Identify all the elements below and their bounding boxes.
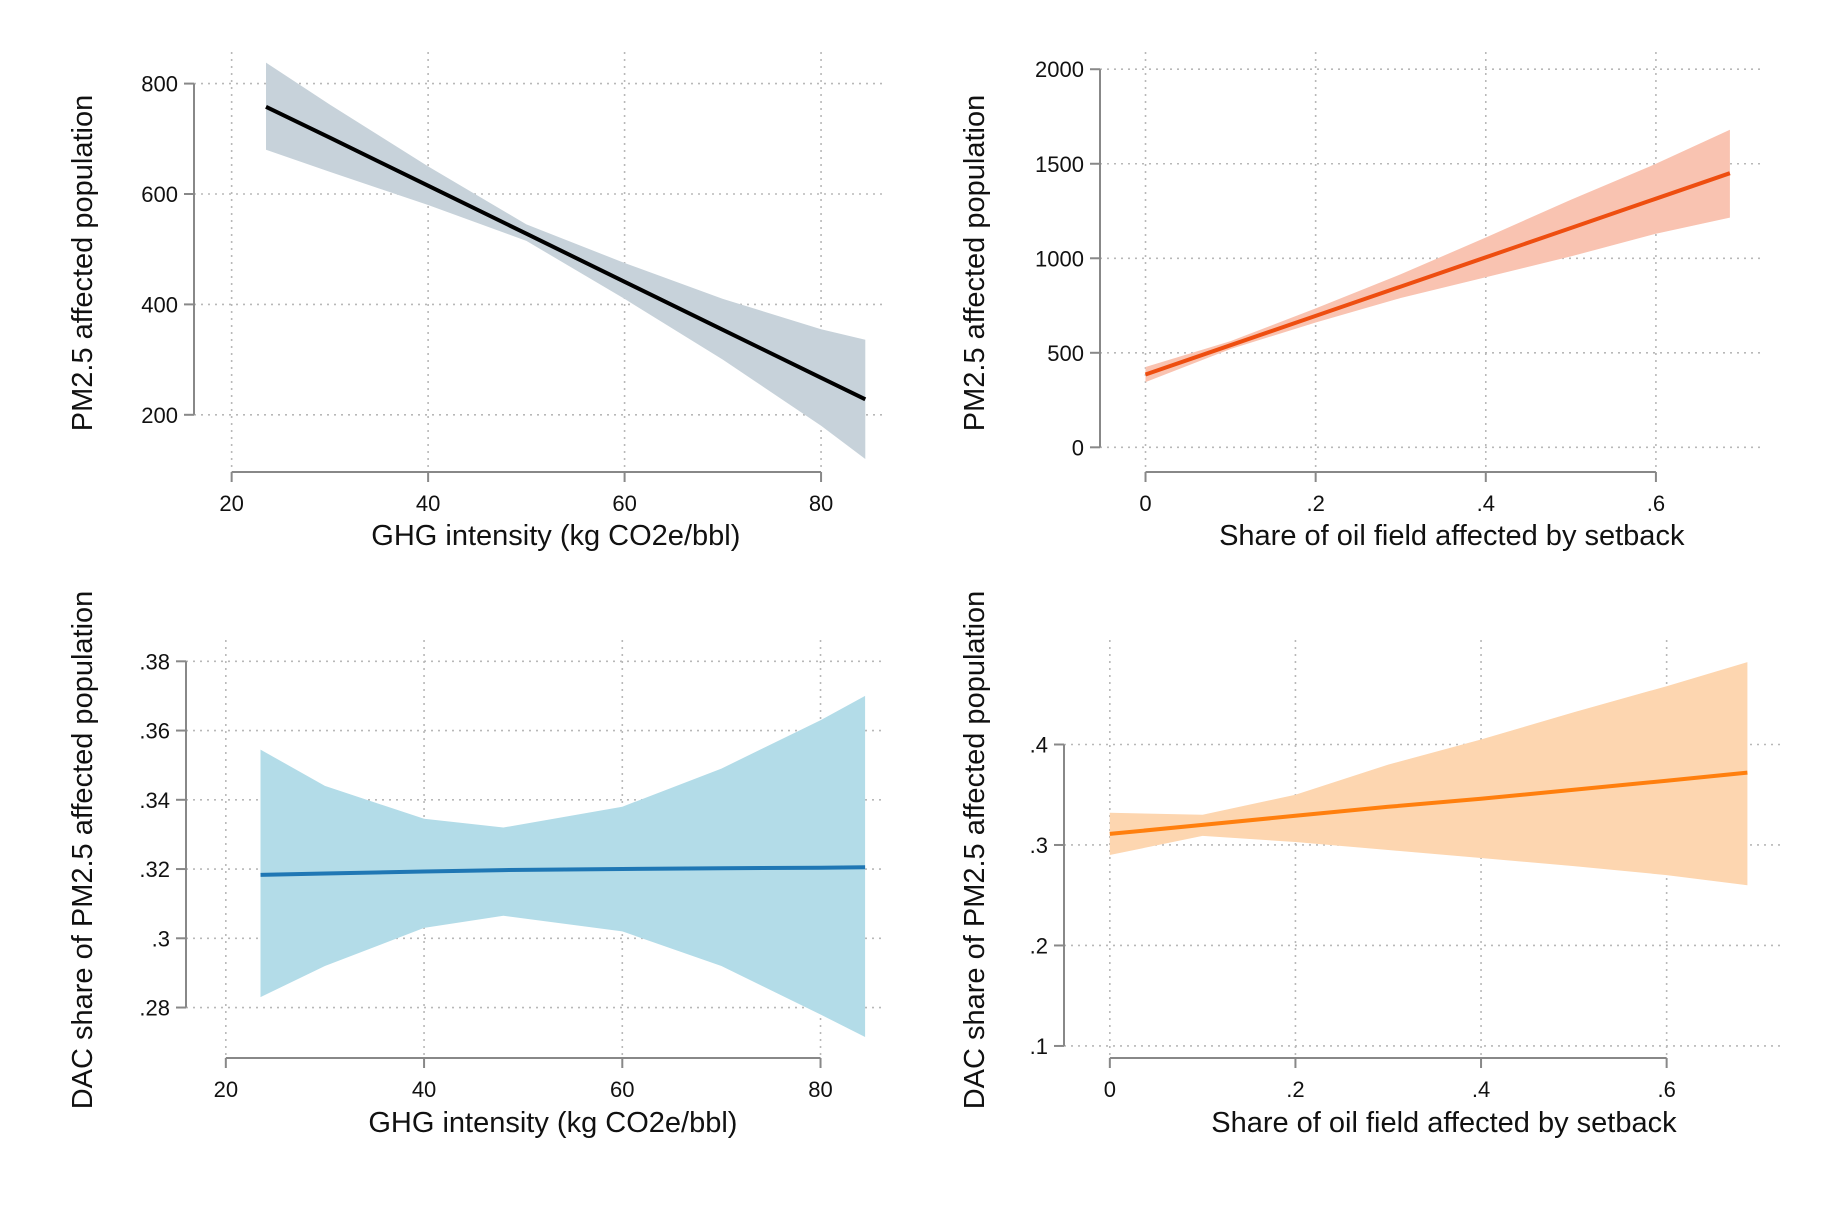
confidence-band: [1145, 129, 1730, 383]
y-tick-label: 600: [141, 182, 178, 207]
fitted-line: [265, 104, 867, 402]
x-tick-label: .4: [1472, 1077, 1490, 1102]
y-axis-title: PM2.5 affected population: [67, 95, 99, 431]
fitted-line: [260, 865, 866, 877]
x-tick-label: 40: [412, 1077, 436, 1102]
x-tick-label: 40: [416, 491, 440, 516]
x-axis-title: Share of oil field affected by setback: [1211, 1107, 1677, 1139]
chart-panel-2: 0 500 1000 1500 2000 0 .2 .4 .6 Share of oil fiel…: [959, 52, 1764, 552]
y-tick-label: .36: [139, 719, 170, 744]
x-tick-label: 60: [610, 1077, 634, 1102]
x-tick-label: .6: [1657, 1077, 1675, 1102]
x-tick-label: 80: [809, 491, 833, 516]
x-tick-label: 20: [214, 1077, 238, 1102]
y-axis-title: DAC share of PM2.5 affected population: [959, 591, 991, 1110]
y-tick-label: 500: [1047, 341, 1084, 366]
y-tick-label: 800: [141, 72, 178, 97]
x-tick-label: 80: [808, 1077, 832, 1102]
y-tick-label: 2000: [1035, 57, 1084, 82]
chart-panel-1: 200 400 600 800 20 40 60 80 GHG intensity (kg CO…: [67, 52, 886, 552]
y-tick-label: 200: [141, 403, 178, 428]
x-tick-label: 20: [219, 491, 243, 516]
x-tick-label: .2: [1286, 1077, 1304, 1102]
confidence-band: [260, 695, 866, 1037]
y-axis-title: PM2.5 affected population: [959, 95, 991, 431]
y-tick-label: .34: [139, 788, 170, 813]
y-tick-label: .38: [139, 649, 170, 674]
x-axis-title: GHG intensity (kg CO2e/bbl): [368, 1107, 737, 1139]
x-axis-title: Share of oil field affected by setback: [1219, 520, 1685, 552]
x-tick-label: .4: [1477, 491, 1495, 516]
x-tick-label: .6: [1647, 491, 1665, 516]
chart-panel-4: .1 .2 .3 .4 0 .2 .4 .6 Share of oil field affect…: [959, 591, 1784, 1139]
y-tick-label: .4: [1030, 732, 1048, 757]
x-tick-label: 0: [1139, 491, 1151, 516]
chart-panel-3: .28 .3 .32 .34 .36 .38 20 40 60 80 GHG intensity (…: [67, 591, 886, 1139]
x-tick-label: .2: [1306, 491, 1324, 516]
y-tick-label: .1: [1030, 1034, 1048, 1059]
y-tick-label: .28: [139, 996, 170, 1021]
y-tick-label: .3: [1030, 833, 1048, 858]
y-tick-label: 400: [141, 292, 178, 317]
y-tick-label: .3: [152, 926, 170, 951]
confidence-band: [266, 62, 866, 459]
x-tick-label: 60: [612, 491, 636, 516]
fitted-line: [1109, 770, 1748, 836]
confidence-band: [1109, 662, 1748, 886]
y-tick-label: 1500: [1035, 152, 1084, 177]
x-axis-title: GHG intensity (kg CO2e/bbl): [371, 520, 740, 552]
y-tick-label: 1000: [1035, 246, 1084, 271]
y-tick-label: .32: [139, 857, 170, 882]
y-axis-title: DAC share of PM2.5 affected population: [67, 591, 99, 1110]
y-tick-label: .2: [1030, 933, 1048, 958]
fitted-line: [1144, 171, 1731, 377]
x-tick-label: 0: [1104, 1077, 1116, 1102]
y-tick-label: 0: [1072, 435, 1084, 460]
